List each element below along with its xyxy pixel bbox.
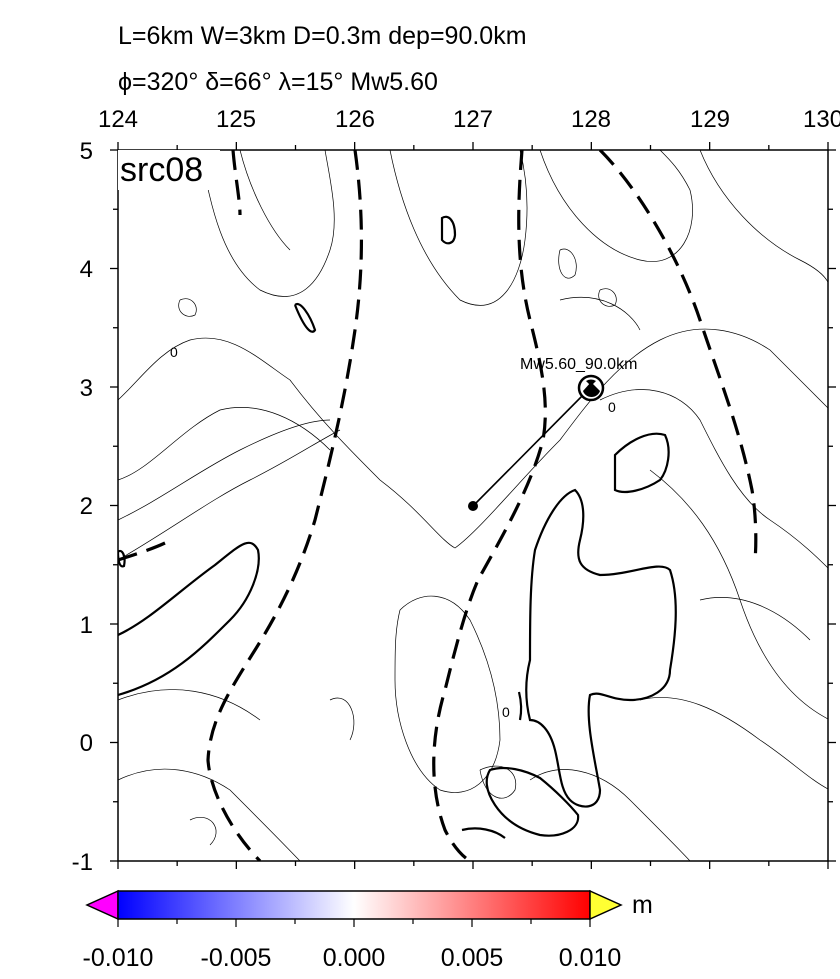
fault-point xyxy=(468,501,478,511)
fault-line xyxy=(472,387,591,507)
y-tick-label: 5 xyxy=(80,138,93,165)
contour-label: 0 xyxy=(502,704,510,720)
header-line1: L=6km W=3km D=0.3m dep=90.0km xyxy=(118,22,527,50)
x-tick-label: 125 xyxy=(216,106,256,133)
panel-label: src08 xyxy=(120,151,203,189)
colorbar-ramp xyxy=(117,890,591,920)
colorbar-over-triangle xyxy=(589,889,623,921)
y-tick-label: 1 xyxy=(80,612,93,639)
x-tick-label: 127 xyxy=(453,106,493,133)
contour-label: 0 xyxy=(170,344,178,360)
contour-label: 0 xyxy=(608,399,616,415)
colorbar-unit: m xyxy=(632,891,653,919)
x-tick-label: 124 xyxy=(98,106,138,133)
y-axis-labels: 5 4 3 2 1 0 -1 xyxy=(72,138,93,876)
beachball-icon xyxy=(577,374,605,402)
axis-ticks xyxy=(110,142,836,869)
header-line2: ϕ=320° δ=66° λ=15° Mw5.60 xyxy=(118,68,438,96)
colorbar-tick-label: -0.005 xyxy=(201,944,272,972)
x-tick-label: 128 xyxy=(571,106,611,133)
y-tick-label: 2 xyxy=(80,493,93,520)
colorbar-tick-label: -0.010 xyxy=(83,944,154,972)
thick-contours xyxy=(118,215,677,839)
x-axis-labels: 124 125 126 127 128 129 130 xyxy=(98,106,840,133)
panel-label-bg xyxy=(118,150,220,190)
x-tick-label: 126 xyxy=(335,106,375,133)
x-tick-label: 130 xyxy=(803,106,840,133)
event-label: Mw5.60_90.0km xyxy=(520,356,637,373)
dashed-boundaries xyxy=(118,150,758,861)
colorbar-tick-label: 0.005 xyxy=(441,944,504,972)
x-tick-label: 129 xyxy=(690,106,730,133)
y-tick-label: -1 xyxy=(72,849,93,876)
colorbar-under-triangle xyxy=(85,889,119,921)
y-tick-label: 4 xyxy=(80,256,93,283)
colorbar-tick-label: 0.010 xyxy=(559,944,622,972)
y-tick-label: 0 xyxy=(80,730,93,757)
colorbar: m -0.010 -0.005 0.000 0.005 0.010 xyxy=(83,889,653,972)
y-tick-label: 3 xyxy=(80,375,93,402)
colorbar-tick-label: 0.000 xyxy=(323,944,386,972)
map-contents: Mw5.60_90.0km 0 0 0 xyxy=(118,150,828,861)
